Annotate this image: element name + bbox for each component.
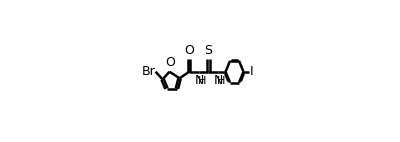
Text: O: O xyxy=(165,56,175,69)
Text: Br: Br xyxy=(141,65,155,78)
Text: O: O xyxy=(184,44,194,57)
Text: N: N xyxy=(194,74,204,87)
Text: H: H xyxy=(217,76,225,86)
Text: H: H xyxy=(198,76,206,86)
Text: I: I xyxy=(250,65,253,78)
Text: N: N xyxy=(214,74,223,87)
Text: S: S xyxy=(204,44,212,57)
